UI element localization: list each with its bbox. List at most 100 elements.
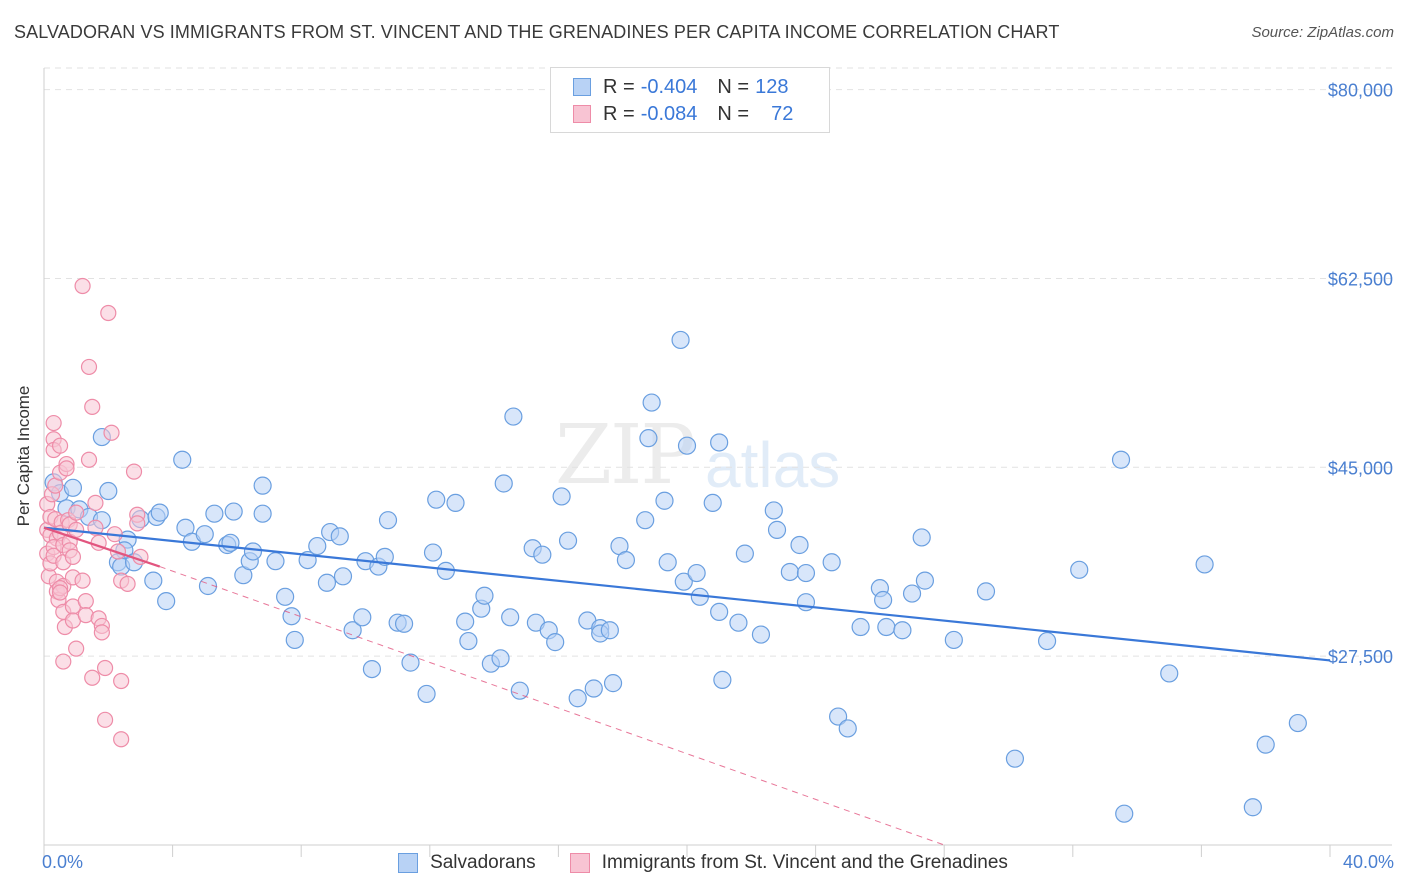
immigrant-point — [55, 653, 72, 670]
salvadoran-point — [751, 625, 771, 644]
salvadoran-point — [285, 630, 304, 650]
watermark-zip: ZIP — [555, 408, 696, 503]
immigrant-point — [113, 731, 130, 748]
salvadoran-point — [1243, 798, 1262, 817]
salvadoran-point — [221, 533, 240, 552]
salvadoran-point — [243, 542, 263, 561]
salvadoran-point — [822, 553, 841, 572]
salvadoran-point — [729, 613, 748, 632]
source-label: Source: ZipAtlas.com — [1251, 24, 1394, 41]
salvadoran-point — [616, 550, 636, 570]
legend-row-immigrants: R = -0.084 N = 72 — [573, 101, 793, 127]
legend-item-label: Immigrants from St. Vincent and the Gren… — [601, 852, 1008, 873]
salvadoran-point — [173, 450, 192, 469]
salvadoran-point — [510, 681, 529, 700]
salvadoran-point — [394, 614, 414, 633]
salvadoran-point — [276, 587, 295, 606]
salvadoran-point — [150, 503, 169, 522]
salvadoran-point — [780, 562, 799, 582]
correlation-legend: R = -0.404 N = 128 R = -0.084 N = 72 — [550, 67, 830, 133]
salvadoran-point — [378, 511, 398, 530]
immigrant-point — [64, 548, 82, 565]
salvadoran-point — [677, 436, 697, 455]
immigrant-point — [129, 515, 146, 532]
immigrant-point — [113, 672, 130, 690]
salvadoran-point — [546, 633, 565, 652]
legend-row-salvadorans: R = -0.404 N = 128 — [573, 74, 788, 100]
salvadoran-point — [713, 670, 732, 689]
salvadoran-point — [851, 617, 870, 637]
immigrant-point — [93, 624, 110, 641]
salvadoran-point — [157, 592, 176, 611]
immigrant-point — [51, 437, 69, 454]
immigrant-point — [58, 460, 75, 477]
salvadoran-point — [893, 621, 912, 640]
y-axis-label: Per Capita Income — [14, 385, 33, 527]
series-legend: Salvadorans Immigrants from St. Vincent … — [0, 852, 1406, 874]
immigrant-point — [87, 519, 104, 536]
salvadoran-point — [1111, 450, 1131, 469]
salvadoran-point — [877, 617, 896, 637]
blue-swatch-icon — [398, 853, 419, 873]
salvadoran-point — [1288, 713, 1307, 733]
salvadoran-point — [494, 474, 513, 493]
salvadoran-point — [423, 543, 443, 562]
salvadoran-point — [639, 429, 658, 448]
legend-n-label: N = — [717, 75, 750, 98]
immigrant-point — [84, 398, 101, 415]
immigrant-point — [96, 711, 114, 728]
salvadoran-point — [912, 528, 931, 547]
salvadoran-point — [603, 674, 623, 693]
salvadoran-point — [333, 567, 353, 586]
immigrant-point — [45, 414, 62, 432]
pink-swatch-icon — [573, 105, 591, 123]
immigrant-point — [74, 572, 91, 589]
salvadoran-point — [266, 552, 285, 571]
salvadoran-point — [501, 608, 520, 627]
salvadoran-point — [838, 719, 857, 738]
salvadoran-point — [584, 679, 603, 698]
salvadoran-point — [446, 493, 465, 513]
salvadoran-point — [658, 553, 677, 572]
immigrant-point — [103, 424, 120, 441]
salvadoran-point — [375, 547, 394, 566]
salvadoran-point — [1005, 749, 1025, 768]
legend-n-label: N = — [717, 102, 750, 125]
immigrant-point — [96, 659, 114, 677]
salvadoran-point — [671, 330, 690, 350]
legend-n-value: 72 — [771, 102, 794, 125]
salvadoran-point — [317, 573, 337, 592]
legend-r-label: R = — [603, 75, 635, 98]
y-tick-label: $45,000 — [1328, 458, 1393, 478]
legend-item-salvadorans[interactable]: Salvadorans — [398, 852, 536, 874]
salvadoran-point — [642, 393, 661, 412]
salvadoran-point — [764, 501, 783, 520]
salvadoran-point — [144, 571, 163, 590]
salvadoran-point — [600, 621, 619, 640]
salvadoran-point — [63, 478, 83, 497]
salvadoran-point — [902, 584, 922, 603]
salvadoran-point — [343, 621, 362, 640]
chart-title: SALVADORAN VS IMMIGRANTS FROM ST. VINCEN… — [14, 22, 1060, 42]
y-tick-label: $62,500 — [1328, 269, 1393, 289]
immigrant-point — [80, 358, 98, 376]
immigrant-trend-line — [43, 526, 161, 568]
salvadoran-point — [687, 563, 706, 583]
immigrant-point — [68, 504, 85, 521]
immigrant-trend-extension — [159, 566, 945, 846]
salvadoran-point — [655, 491, 674, 510]
salvadoran-point — [944, 630, 963, 650]
salvadoran-point — [710, 433, 729, 452]
legend-item-immigrants[interactable]: Immigrants from St. Vincent and the Gren… — [569, 852, 1008, 874]
salvadoran-point — [1160, 664, 1179, 683]
salvadoran-point — [491, 649, 510, 668]
salvadoran-point — [362, 659, 382, 679]
salvadoran-point — [1070, 560, 1089, 579]
salvadoran-point — [1115, 804, 1134, 823]
immigrant-point — [84, 669, 101, 686]
salvadoran-point — [552, 487, 571, 506]
salvadoran-point — [459, 631, 478, 651]
salvadoran-point — [456, 612, 475, 631]
salvadoran-point — [417, 684, 436, 704]
salvadoran-point — [829, 707, 848, 726]
